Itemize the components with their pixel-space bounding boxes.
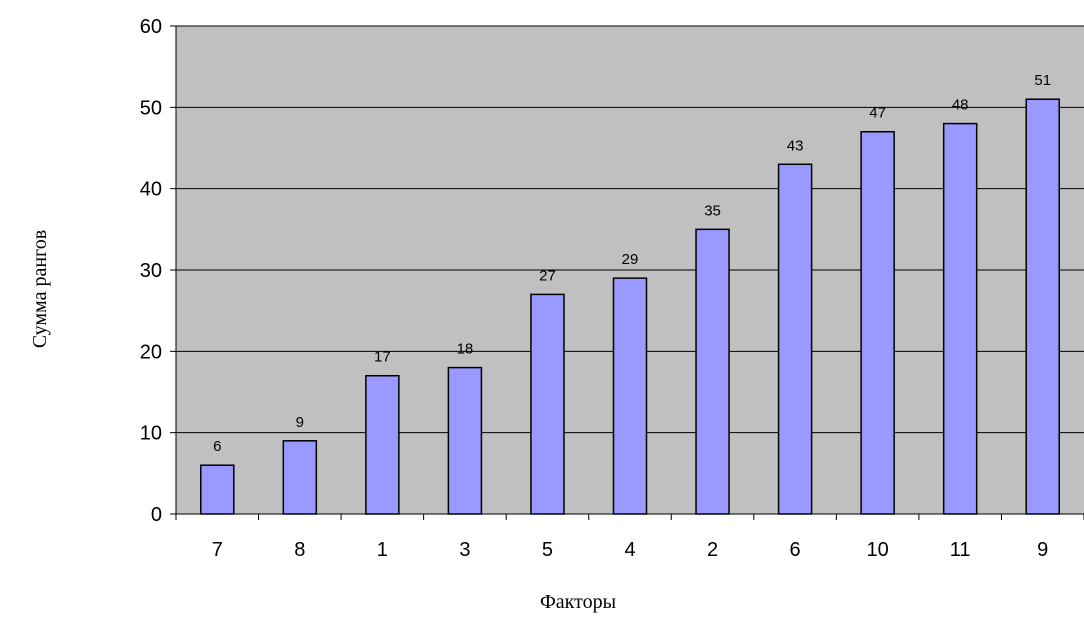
x-tick-label: 10 [867, 539, 889, 561]
bar [282, 440, 318, 515]
y-axis-title: Сумма рангов [29, 230, 51, 348]
x-axis-title: Факторы [540, 591, 616, 613]
bar [695, 228, 730, 515]
bar [860, 130, 895, 515]
bar [1025, 98, 1060, 515]
bar-value-label: 18 [457, 341, 474, 358]
x-tick-label: 9 [1037, 539, 1048, 561]
bar [942, 122, 978, 515]
bar [777, 163, 813, 515]
y-tick-label: 30 [140, 260, 162, 282]
bar-value-label: 9 [296, 414, 304, 431]
x-tick-label: 6 [790, 539, 801, 561]
y-tick-label: 40 [140, 179, 162, 201]
y-tick-label: 60 [140, 16, 162, 38]
bar-value-label: 48 [952, 97, 969, 114]
bars [200, 98, 1060, 515]
x-tick-label: 8 [294, 539, 305, 561]
bar-value-label: 51 [1034, 72, 1051, 89]
bar [530, 293, 565, 515]
bar-value-label: 27 [539, 267, 556, 284]
y-tick-label: 0 [151, 504, 162, 526]
x-tick-label: 5 [542, 539, 553, 561]
x-tick-label: 7 [212, 539, 223, 561]
x-tick-label: 1 [377, 539, 388, 561]
bar-value-label: 6 [213, 438, 221, 455]
bar-value-label: 17 [374, 349, 391, 366]
bar-value-label: 47 [869, 105, 886, 122]
x-tick-label: 4 [624, 539, 635, 561]
x-tick-label: 3 [459, 539, 470, 561]
bar [612, 277, 648, 515]
y-tick-label: 10 [140, 423, 162, 445]
x-tick-label: 11 [950, 539, 971, 561]
bar [447, 366, 483, 515]
y-axis-ticks: 0 10 20 30 40 50 60 [140, 16, 176, 526]
x-tick-label: 2 [707, 539, 718, 561]
bar-value-label: 35 [704, 202, 721, 219]
x-axis-ticks: 7 8 1 3 5 4 2 6 10 11 9 [175, 514, 1084, 561]
y-tick-label: 20 [140, 341, 162, 363]
bar [365, 374, 400, 515]
bar-value-label: 43 [787, 137, 804, 154]
bar [200, 464, 235, 515]
bar-value-label: 29 [622, 251, 639, 268]
data-labels: 6 9 17 18 27 29 35 43 47 48 51 [213, 72, 1051, 455]
y-tick-label: 50 [140, 97, 162, 119]
